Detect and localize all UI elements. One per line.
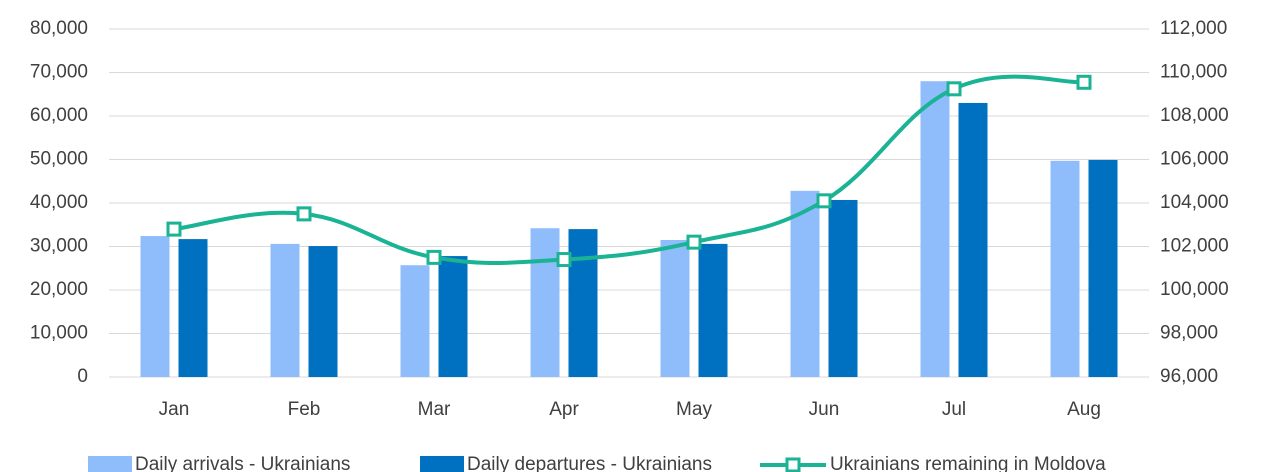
x-tick-label: Jul (942, 399, 966, 420)
y-tick-label: 20,000 (30, 279, 88, 300)
line-marker (556, 252, 572, 268)
legend-swatch (420, 456, 464, 472)
bar (920, 81, 950, 377)
line-marker (296, 206, 312, 222)
line-marker (946, 81, 962, 97)
legend-swatch-marker (785, 457, 801, 472)
y2-tick-label: 108,000 (1160, 105, 1229, 126)
line-marker (816, 193, 832, 209)
bar (438, 256, 468, 377)
bar (530, 228, 560, 377)
y2-tick-label: 106,000 (1160, 149, 1229, 170)
line-marker (166, 221, 182, 237)
y2-tick-label: 98,000 (1160, 323, 1218, 344)
bar (790, 190, 820, 377)
bar (178, 239, 208, 377)
x-tick-label: Apr (549, 399, 579, 420)
y2-tick-label: 112,000 (1160, 18, 1227, 39)
y-tick-label: 0 (77, 366, 88, 387)
bar (1050, 160, 1080, 377)
bar (270, 243, 300, 377)
legend-label: Daily departures - Ukrainians (467, 454, 712, 472)
bar (400, 265, 430, 377)
bar (828, 199, 858, 377)
line-marker (1076, 74, 1092, 90)
x-tick-label: May (676, 399, 712, 420)
bar (698, 243, 728, 377)
bar (308, 246, 338, 377)
y-tick-label: 30,000 (30, 236, 88, 257)
x-tick-label: Mar (418, 399, 451, 420)
x-tick-label: Jan (159, 399, 190, 420)
y2-tick-label: 104,000 (1160, 192, 1229, 213)
line-marker (686, 234, 702, 250)
x-tick-label: Aug (1067, 399, 1101, 420)
y-tick-label: 60,000 (30, 105, 88, 126)
legend-label: Daily arrivals - Ukrainians (135, 454, 350, 472)
y-tick-label: 50,000 (30, 149, 88, 170)
bar (958, 102, 988, 377)
y2-tick-label: 102,000 (1160, 236, 1229, 257)
bar (660, 239, 690, 377)
bar (568, 229, 598, 377)
x-tick-label: Feb (288, 399, 321, 420)
line (173, 74, 1085, 266)
bar (140, 236, 170, 377)
y-tick-label: 70,000 (30, 62, 88, 83)
y2-tick-label: 96,000 (1160, 366, 1218, 387)
y-tick-label: 80,000 (30, 18, 88, 39)
x-tick-label: Jun (809, 399, 840, 420)
y-tick-label: 10,000 (30, 323, 88, 344)
bar (1088, 159, 1118, 377)
y2-tick-label: 110,000 (1160, 62, 1227, 83)
y-tick-label: 40,000 (30, 192, 88, 213)
y2-tick-label: 100,000 (1160, 279, 1229, 300)
legend-swatch (88, 456, 132, 472)
line-marker (426, 249, 442, 265)
legend-label: Ukrainians remaining in Moldova (830, 454, 1106, 472)
